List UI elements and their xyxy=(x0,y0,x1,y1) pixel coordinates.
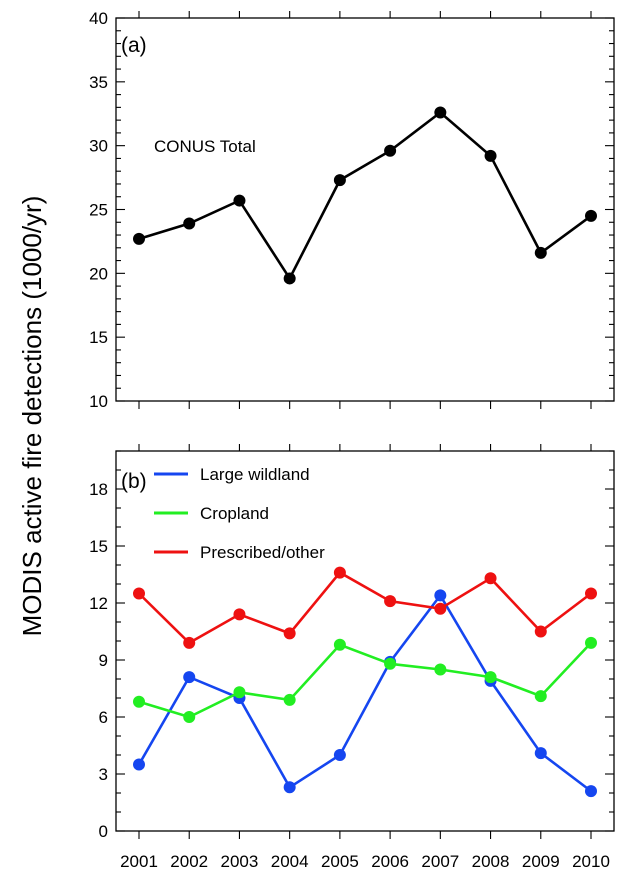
data-point xyxy=(133,232,145,245)
data-point xyxy=(333,174,346,187)
series-line xyxy=(137,593,592,793)
data-point xyxy=(534,747,547,760)
x-tick-label: 2005 xyxy=(321,852,359,871)
data-point xyxy=(585,587,597,600)
panel-a: 10 15 20 25 30 35 40 (a) CONUS Total xyxy=(89,9,615,411)
y-tick-label: 3 xyxy=(99,765,108,784)
x-tick-label: 2010 xyxy=(572,852,610,871)
data-point xyxy=(585,209,597,222)
series-line xyxy=(138,110,592,281)
data-point xyxy=(183,711,196,723)
y-tick-label: 12 xyxy=(89,594,108,613)
y-tick-label: 6 xyxy=(99,708,108,727)
y-tick-label: 18 xyxy=(89,480,108,499)
data-point xyxy=(484,671,497,684)
annotation: CONUS Total xyxy=(154,137,256,156)
data-point xyxy=(534,625,547,638)
legend-label: Cropland xyxy=(200,504,269,523)
y-tick-label: 20 xyxy=(89,264,108,283)
y-tick-label: 15 xyxy=(89,537,108,556)
data-point xyxy=(534,690,547,703)
series-line xyxy=(138,570,592,645)
series-line xyxy=(138,642,592,719)
y-tick-label: 9 xyxy=(99,651,108,670)
y-axis-label: MODIS active fire detections (1000/yr) xyxy=(17,196,47,637)
panel-label: (b) xyxy=(121,470,147,493)
data-point xyxy=(384,595,397,608)
data-point xyxy=(484,572,497,585)
data-point xyxy=(233,686,246,699)
x-tick-label: 2002 xyxy=(170,852,208,871)
x-tick-label: 2003 xyxy=(221,852,259,871)
data-point xyxy=(585,785,597,798)
data-point xyxy=(585,636,597,649)
data-point xyxy=(384,144,397,157)
x-tick-label: 2008 xyxy=(472,852,510,871)
x-tick-label: 2001 xyxy=(120,852,158,871)
y-tick-label: 35 xyxy=(89,73,108,92)
plot-frame xyxy=(115,17,615,402)
data-point xyxy=(333,566,346,579)
data-point xyxy=(534,246,547,259)
data-point xyxy=(384,657,397,670)
data-point xyxy=(434,106,447,119)
data-point xyxy=(434,589,447,602)
legend-label: Prescribed/other xyxy=(200,543,325,562)
data-point xyxy=(283,272,296,285)
data-point xyxy=(434,602,447,615)
y-tick-label: 0 xyxy=(99,822,108,841)
data-point xyxy=(333,638,346,651)
data-point xyxy=(283,627,296,640)
x-tick-label: 2007 xyxy=(421,852,459,871)
x-tick-label: 2006 xyxy=(371,852,409,871)
data-point xyxy=(434,663,447,676)
data-point xyxy=(333,749,346,761)
y-tick-label: 30 xyxy=(89,137,108,156)
y-tick-label: 25 xyxy=(89,201,108,220)
data-point xyxy=(183,217,196,230)
x-tick-label: 2009 xyxy=(522,852,560,871)
data-point xyxy=(183,671,196,684)
data-point xyxy=(183,636,196,649)
data-point xyxy=(133,587,145,600)
data-point xyxy=(133,758,145,771)
y-tick-label: 40 xyxy=(89,9,108,28)
y-tick-label: 15 xyxy=(89,328,108,347)
data-point xyxy=(233,608,246,621)
y-tick-label: 10 xyxy=(89,392,108,411)
data-point xyxy=(133,695,145,708)
panel-b: 0 3 6 9 12 15 18 2001 2002 2003 2004 2005 2006 2007 20… xyxy=(89,444,615,871)
data-point xyxy=(233,194,246,207)
data-point xyxy=(484,149,497,162)
x-tick-label: 2004 xyxy=(271,852,309,871)
data-point xyxy=(283,781,296,794)
data-point xyxy=(283,693,296,706)
panel-label: (a) xyxy=(121,34,147,57)
legend-label: Large wildland xyxy=(200,465,310,484)
